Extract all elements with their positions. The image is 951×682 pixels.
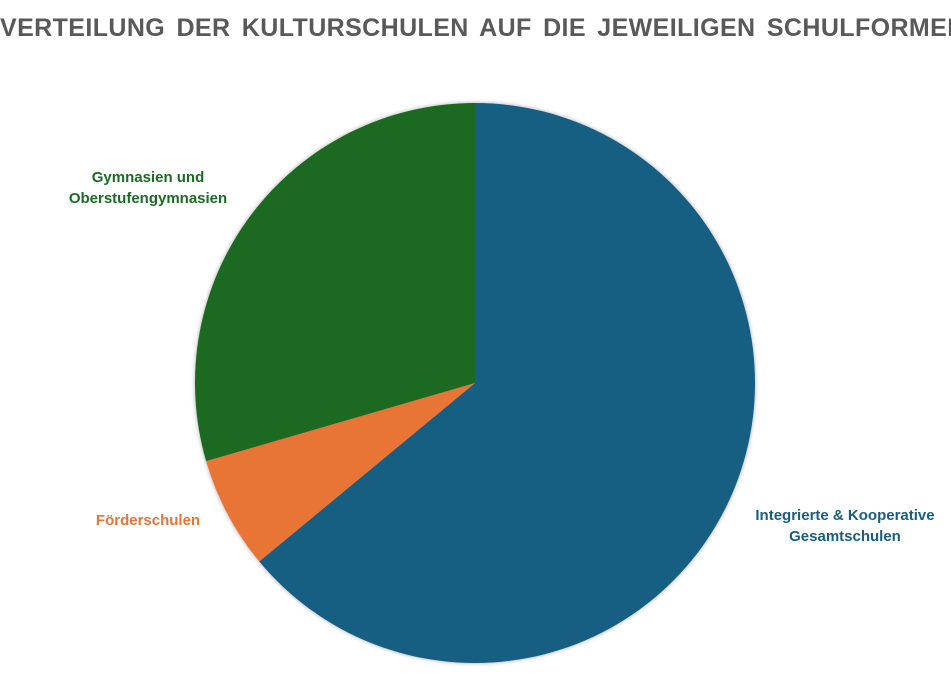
pie-slices bbox=[195, 103, 756, 664]
slice-labels: Integrierte & Kooperative Gesamtschulen Fö… bbox=[69, 169, 935, 545]
slice-gymnasien bbox=[195, 103, 475, 462]
label-gesamtschulen: Integrierte & Kooperative Gesamtschulen bbox=[755, 507, 934, 545]
slice-foerderschulen bbox=[206, 383, 475, 562]
slice-label-line: Oberstufengymnasien bbox=[69, 190, 227, 207]
slice-label-line: Gesamtschulen bbox=[789, 528, 901, 545]
slice-label-line: Integrierte & Kooperative bbox=[755, 507, 934, 524]
chart-title: VERTEILUNG DER KULTURSCHULEN AUF DIE JEW… bbox=[0, 14, 951, 42]
label-gymnasien: Gymnasien und Oberstufengymnasien bbox=[69, 169, 227, 207]
label-foerderschulen: Förderschulen bbox=[96, 512, 200, 529]
slice-label-line: Gymnasien und bbox=[92, 169, 205, 186]
slice-gesamtschulen bbox=[259, 103, 756, 664]
slice-label-line: Förderschulen bbox=[96, 512, 200, 529]
